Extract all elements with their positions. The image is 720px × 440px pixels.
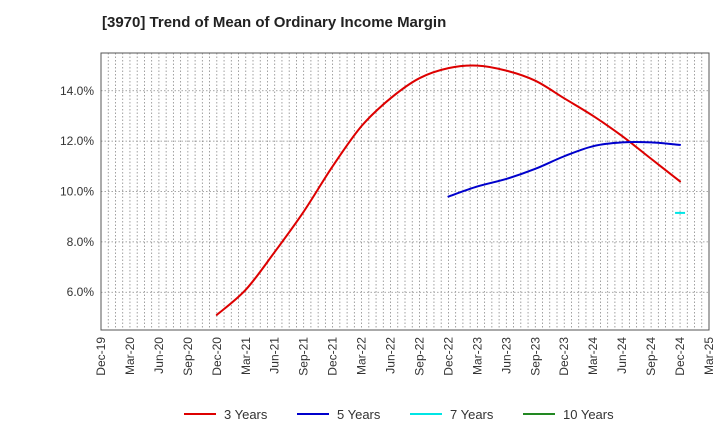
- x-tick-label: Sep-23: [528, 337, 542, 376]
- y-tick-label: 6.0%: [67, 285, 95, 299]
- y-tick-label: 14.0%: [60, 84, 94, 98]
- x-tick-label: Sep-21: [297, 337, 311, 376]
- x-tick-label: Mar-20: [123, 337, 137, 375]
- legend: 3 Years 5 Years 7 Years 10 Years: [184, 407, 614, 422]
- legend-label-3-years: 3 Years: [224, 407, 268, 422]
- x-tick-label: Mar-24: [586, 337, 600, 375]
- x-tick-label: Dec-21: [326, 337, 340, 376]
- x-tick-label: Mar-21: [239, 337, 253, 375]
- grid: [100, 53, 710, 330]
- x-tick-label: Dec-23: [557, 337, 571, 376]
- x-tick-label: Jun-23: [499, 337, 513, 374]
- legend-label-7-years: 7 Years: [450, 407, 494, 422]
- series-line-3-years: [215, 64, 682, 316]
- legend-label-10-years: 10 Years: [563, 407, 614, 422]
- x-axis: Dec-19 Mar-20 Jun-20 Sep-20 Dec-20 Mar-21 Jun-…: [94, 337, 716, 376]
- x-tick-label: Dec-20: [210, 337, 224, 376]
- y-tick-label: 10.0%: [60, 185, 94, 199]
- x-tick-label: Mar-23: [470, 337, 484, 375]
- legend-label-5-years: 5 Years: [337, 407, 381, 422]
- x-tick-label: Jun-20: [152, 337, 166, 374]
- series-layer: [215, 64, 686, 316]
- x-tick-label: Dec-24: [673, 337, 687, 376]
- y-tick-label: 12.0%: [60, 134, 94, 148]
- x-tick-label: Jun-21: [268, 337, 282, 374]
- plot-border: [100, 52, 710, 331]
- x-tick-label: Dec-22: [441, 337, 455, 376]
- x-tick-label: Sep-20: [181, 337, 195, 376]
- x-tick-label: Sep-22: [412, 337, 426, 376]
- chart-title: [3970] Trend of Mean of Ordinary Income …: [102, 14, 447, 31]
- x-tick-label: Jun-22: [384, 337, 398, 374]
- series-line-5-years: [447, 141, 682, 198]
- y-tick-label: 8.0%: [67, 235, 95, 249]
- x-tick-label: Sep-24: [644, 337, 658, 376]
- x-tick-label: Mar-25: [702, 337, 716, 375]
- x-tick-label: Jun-24: [615, 337, 629, 374]
- y-axis: 6.0% 8.0% 10.0% 12.0% 14.0%: [60, 84, 94, 299]
- x-tick-label: Dec-19: [94, 337, 108, 376]
- x-tick-label: Mar-22: [355, 337, 369, 375]
